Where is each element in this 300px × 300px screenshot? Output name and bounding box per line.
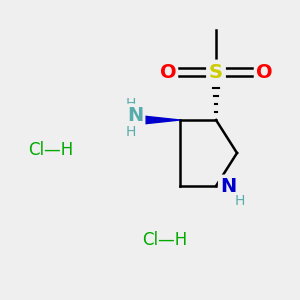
Text: N: N [127,106,143,125]
Text: Cl—H: Cl—H [142,231,188,249]
Polygon shape [138,116,180,124]
Text: O: O [160,62,176,82]
Text: S: S [209,62,223,82]
Text: H: H [125,125,136,139]
Text: H: H [125,97,136,110]
Text: O: O [256,62,272,82]
Text: Cl—H: Cl—H [28,141,74,159]
Text: N: N [220,176,236,196]
Text: H: H [235,194,245,208]
